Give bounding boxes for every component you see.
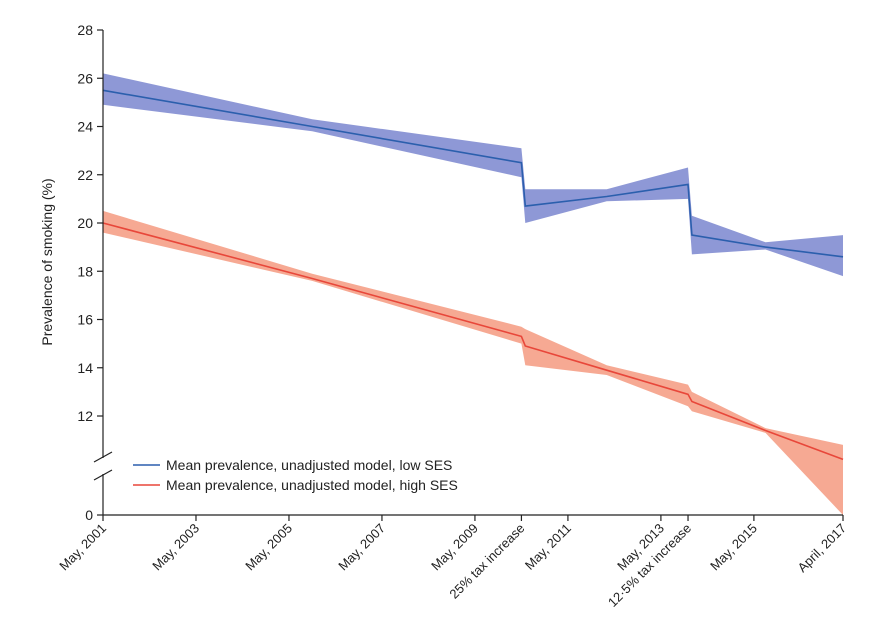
axis-break-mark <box>93 451 113 463</box>
x-tick-label: May, 2005 <box>242 521 295 574</box>
axes <box>93 30 843 516</box>
x-tick-label: April, 2017 <box>795 521 850 576</box>
y-axis-ticks: 28 26 24 22 20 18 16 14 12 0 <box>77 22 103 523</box>
y-tick-label: 22 <box>77 167 93 183</box>
axis-break-mark <box>93 469 113 481</box>
y-tick-label: 0 <box>85 507 93 523</box>
x-tick-label: May, 2001 <box>56 521 109 574</box>
y-tick-label: 12 <box>77 408 93 424</box>
confidence-bands <box>103 73 843 515</box>
x-tick-label: May, 2007 <box>335 521 388 574</box>
series-line-low-ses <box>102 89 844 258</box>
confidence-band-high-ses <box>103 210 843 515</box>
legend: Mean prevalence, unadjusted model, low S… <box>133 457 458 493</box>
confidence-band-low-ses <box>103 73 843 277</box>
y-tick-label: 24 <box>77 119 93 135</box>
y-tick-label: 28 <box>77 22 93 38</box>
series-lines <box>102 89 844 461</box>
y-tick-label: 26 <box>77 70 93 86</box>
y-axis-title: Prevalence of smoking (%) <box>39 178 55 345</box>
y-tick-label: 14 <box>77 360 93 376</box>
x-axis-ticks: May, 2001 May, 2003 May, 2005 May, 2007 May,… <box>56 515 849 610</box>
y-tick-label: 16 <box>77 312 93 328</box>
y-tick-label: 18 <box>77 263 93 279</box>
legend-label: Mean prevalence, unadjusted model, high … <box>166 477 458 493</box>
legend-label: Mean prevalence, unadjusted model, low S… <box>166 457 452 473</box>
x-tick-label: May, 2011 <box>522 521 574 573</box>
series-line-high-ses <box>102 222 844 461</box>
x-tick-label: May, 2003 <box>149 521 202 574</box>
x-tick-label: May, 2015 <box>707 521 760 574</box>
y-tick-label: 20 <box>77 215 93 231</box>
